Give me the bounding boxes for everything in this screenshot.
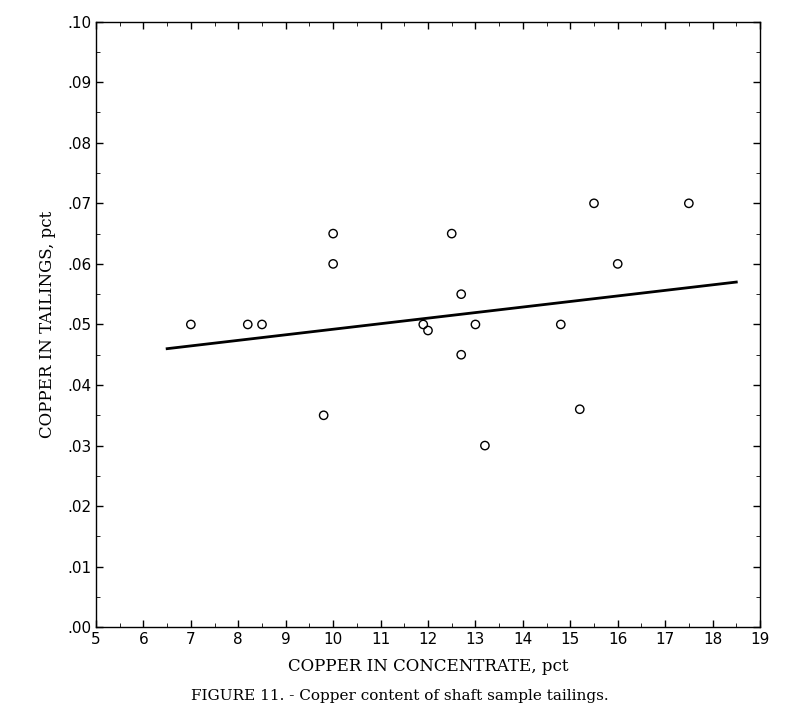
Point — [326, 258, 339, 270]
Point — [611, 258, 624, 270]
X-axis label: COPPER IN CONCENTRATE, pct: COPPER IN CONCENTRATE, pct — [288, 658, 568, 676]
Text: FIGURE 11. - Copper content of shaft sample tailings.: FIGURE 11. - Copper content of shaft sam… — [191, 689, 609, 703]
Point — [587, 198, 600, 209]
Point — [446, 228, 458, 239]
Point — [242, 319, 254, 330]
Point — [256, 319, 269, 330]
Y-axis label: COPPER IN TAILINGS, pct: COPPER IN TAILINGS, pct — [38, 211, 56, 438]
Point — [422, 324, 434, 336]
Point — [469, 319, 482, 330]
Point — [185, 319, 198, 330]
Point — [682, 198, 695, 209]
Point — [554, 319, 567, 330]
Point — [574, 404, 586, 415]
Point — [318, 410, 330, 421]
Point — [326, 228, 339, 239]
Point — [417, 319, 430, 330]
Point — [454, 288, 467, 300]
Point — [454, 349, 467, 360]
Point — [478, 440, 491, 451]
